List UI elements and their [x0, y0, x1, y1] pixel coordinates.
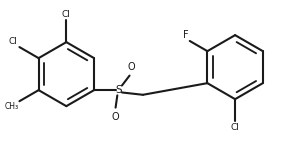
Text: O: O	[112, 112, 119, 122]
Text: O: O	[128, 62, 135, 72]
Text: F: F	[183, 30, 188, 40]
Text: S: S	[115, 85, 122, 95]
Text: Cl: Cl	[231, 123, 240, 132]
Text: Cl: Cl	[62, 10, 71, 19]
Text: Cl: Cl	[9, 37, 18, 46]
Text: CH₃: CH₃	[4, 102, 18, 111]
